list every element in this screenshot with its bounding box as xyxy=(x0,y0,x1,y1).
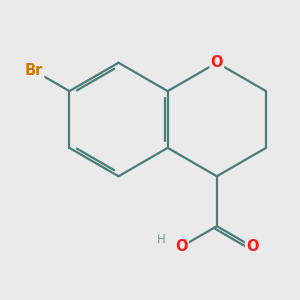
Text: H: H xyxy=(157,233,166,246)
Text: O: O xyxy=(211,55,223,70)
Text: O: O xyxy=(175,239,188,254)
Text: O: O xyxy=(246,239,259,254)
Text: Br: Br xyxy=(25,63,43,78)
